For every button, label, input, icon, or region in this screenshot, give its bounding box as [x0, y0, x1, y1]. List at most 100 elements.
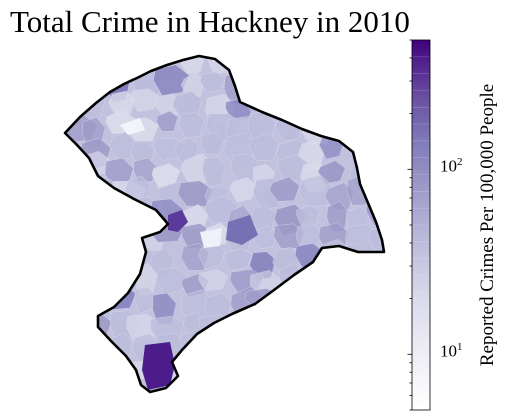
ward-cell	[180, 71, 205, 98]
ward-cell	[109, 131, 135, 160]
ward-cell	[344, 56, 373, 71]
ward-cell	[79, 56, 112, 73]
ward-cell	[296, 204, 321, 227]
ward-cell	[268, 56, 300, 76]
ward-cell	[254, 70, 278, 95]
ward-cell	[134, 286, 156, 314]
colorbar	[407, 39, 431, 411]
ward-cell	[299, 338, 334, 360]
ward-cell	[107, 361, 133, 387]
ward-cell	[317, 160, 346, 185]
ward-cell	[81, 244, 110, 267]
ward-cell	[227, 56, 255, 78]
ward-cell	[321, 111, 349, 135]
ward-cell	[293, 72, 329, 94]
ward-cell	[229, 353, 256, 385]
ward-cell	[363, 114, 384, 148]
ward-cell	[76, 359, 107, 383]
ward-cell	[274, 286, 301, 317]
ward-cell	[248, 133, 280, 161]
ward-cell	[199, 314, 234, 340]
ward-cell	[108, 90, 136, 118]
ward-cell	[317, 56, 344, 76]
ward-cell	[111, 200, 143, 230]
ward-cell	[273, 378, 307, 392]
ward-cell	[340, 72, 373, 105]
ward-cell	[320, 69, 354, 105]
ward-cell	[178, 111, 205, 139]
ward-cell	[230, 152, 259, 183]
ward-cell	[65, 198, 81, 222]
ward-cell	[112, 224, 146, 256]
colorbar-gradient	[412, 40, 430, 410]
ward-cell	[350, 265, 374, 300]
ward-cell	[298, 174, 334, 207]
colorbar-tick-label: 101	[440, 341, 463, 362]
ward-cell	[368, 56, 384, 66]
ward-cell	[302, 265, 331, 293]
ward-cell	[275, 337, 303, 370]
ward-cell	[133, 157, 158, 183]
ward-central	[226, 215, 258, 245]
ward-cell	[271, 306, 299, 337]
ward-cell	[200, 71, 226, 93]
ward-cell	[227, 311, 252, 343]
ward-cell	[156, 267, 188, 295]
ward-cell	[65, 56, 82, 76]
ward-cell	[80, 221, 106, 245]
ward-cell	[228, 177, 257, 203]
ward-cell	[65, 336, 90, 365]
ward-cell	[277, 354, 309, 382]
ward-cell	[85, 374, 117, 392]
ward-cell	[340, 93, 375, 115]
ward-cell	[302, 381, 326, 392]
ward-north-low	[120, 118, 145, 135]
ward-cell	[105, 380, 139, 392]
tick-base: 10	[440, 341, 457, 361]
colorbar-tick-label: 102	[440, 156, 463, 177]
ward-cell	[269, 72, 299, 101]
ward-cell	[65, 355, 92, 382]
ward-cell	[207, 355, 241, 382]
ward-cell	[65, 176, 79, 204]
ward-cell	[345, 360, 370, 387]
ward-cell	[374, 175, 384, 204]
ward-cell	[270, 90, 295, 118]
ward-cell	[369, 373, 384, 392]
map-title: Total Crime in Hackney in 2010	[10, 4, 410, 39]
ward-cell	[298, 311, 322, 333]
ward-cell	[176, 361, 205, 392]
ward-cell	[65, 158, 87, 192]
ward-cell	[65, 92, 83, 120]
ward-cell	[223, 248, 253, 271]
borough-outline	[63, 54, 386, 394]
ward-cell	[65, 264, 85, 290]
ward-cell	[372, 154, 384, 185]
ward-cell	[325, 335, 349, 366]
ward-cell	[65, 73, 85, 106]
ward-cell	[293, 56, 330, 78]
ward-cell	[198, 269, 229, 292]
ward-cell	[77, 65, 103, 92]
ward-cell	[65, 289, 84, 323]
ward-cell	[102, 56, 139, 77]
ward-cell	[324, 307, 351, 339]
ward-cell	[77, 269, 114, 304]
ward-cell	[322, 290, 352, 317]
ward-cell	[251, 56, 278, 71]
ward-cell	[339, 375, 369, 392]
ward-cell	[301, 92, 330, 124]
ward-cell	[349, 312, 383, 343]
ward-central-high	[168, 210, 188, 232]
ward-cell	[103, 244, 135, 272]
ward-cell	[223, 373, 254, 392]
ward-cell	[65, 316, 83, 343]
ward-south-high	[142, 342, 175, 390]
tick-base: 10	[440, 156, 457, 176]
ward-cell	[250, 332, 275, 365]
ward-cell	[300, 355, 334, 384]
ward-cell	[321, 270, 355, 306]
ward-cell	[297, 287, 324, 318]
ward-cell	[200, 131, 224, 155]
